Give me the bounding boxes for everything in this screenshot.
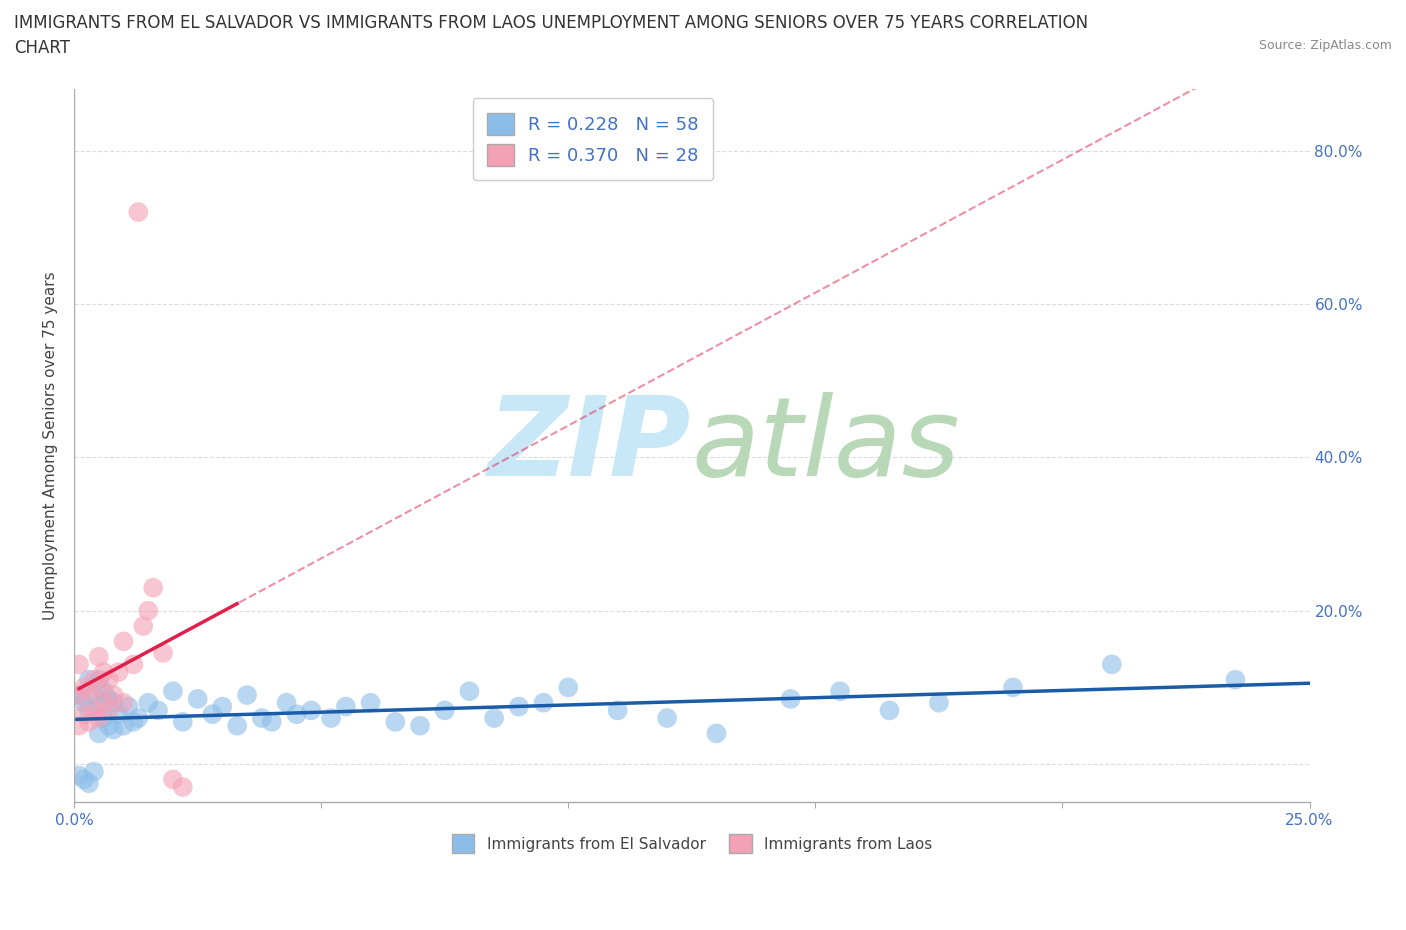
Point bbox=[409, 718, 432, 733]
Point bbox=[77, 672, 100, 687]
Point bbox=[87, 649, 110, 664]
Point bbox=[187, 691, 209, 706]
Point bbox=[87, 672, 110, 687]
Point bbox=[132, 618, 155, 633]
Point bbox=[482, 711, 505, 725]
Point bbox=[67, 687, 90, 702]
Point bbox=[127, 711, 149, 725]
Point bbox=[828, 684, 851, 698]
Point bbox=[260, 714, 283, 729]
Point bbox=[557, 680, 579, 695]
Point bbox=[172, 714, 194, 729]
Point bbox=[83, 672, 105, 687]
Point bbox=[533, 696, 555, 711]
Point bbox=[127, 205, 149, 219]
Point bbox=[152, 645, 174, 660]
Point bbox=[172, 779, 194, 794]
Point bbox=[458, 684, 481, 698]
Point bbox=[97, 672, 120, 687]
Point bbox=[77, 703, 100, 718]
Point bbox=[211, 699, 233, 714]
Point bbox=[285, 707, 308, 722]
Point bbox=[236, 687, 259, 702]
Point bbox=[335, 699, 357, 714]
Point bbox=[77, 684, 100, 698]
Point bbox=[93, 684, 115, 698]
Point bbox=[928, 696, 950, 711]
Point bbox=[706, 726, 728, 741]
Point bbox=[276, 696, 298, 711]
Point bbox=[73, 680, 96, 695]
Point bbox=[107, 707, 129, 722]
Point bbox=[112, 718, 135, 733]
Point bbox=[250, 711, 273, 725]
Point bbox=[77, 714, 100, 729]
Point bbox=[67, 718, 90, 733]
Point bbox=[433, 703, 456, 718]
Legend: Immigrants from El Salvador, Immigrants from Laos: Immigrants from El Salvador, Immigrants … bbox=[446, 828, 938, 859]
Point bbox=[83, 687, 105, 702]
Point bbox=[87, 699, 110, 714]
Point bbox=[103, 722, 125, 737]
Point bbox=[136, 604, 159, 618]
Point bbox=[146, 703, 169, 718]
Point bbox=[97, 691, 120, 706]
Point bbox=[201, 707, 224, 722]
Point bbox=[103, 696, 125, 711]
Point bbox=[1101, 657, 1123, 671]
Point bbox=[93, 665, 115, 680]
Text: Source: ZipAtlas.com: Source: ZipAtlas.com bbox=[1258, 39, 1392, 52]
Point bbox=[655, 711, 678, 725]
Point bbox=[93, 711, 115, 725]
Point bbox=[93, 696, 115, 711]
Point bbox=[73, 707, 96, 722]
Point bbox=[73, 772, 96, 787]
Point bbox=[136, 696, 159, 711]
Text: IMMIGRANTS FROM EL SALVADOR VS IMMIGRANTS FROM LAOS UNEMPLOYMENT AMONG SENIORS O: IMMIGRANTS FROM EL SALVADOR VS IMMIGRANT… bbox=[14, 14, 1088, 32]
Point bbox=[226, 718, 249, 733]
Point bbox=[122, 714, 145, 729]
Point bbox=[107, 665, 129, 680]
Point bbox=[162, 772, 184, 787]
Text: CHART: CHART bbox=[14, 39, 70, 57]
Point bbox=[67, 657, 90, 671]
Point bbox=[97, 703, 120, 718]
Point bbox=[384, 714, 406, 729]
Point bbox=[67, 768, 90, 783]
Point bbox=[83, 764, 105, 779]
Point bbox=[103, 687, 125, 702]
Point bbox=[112, 634, 135, 649]
Point bbox=[87, 711, 110, 725]
Point bbox=[73, 696, 96, 711]
Point bbox=[360, 696, 382, 711]
Point bbox=[319, 711, 342, 725]
Point bbox=[1001, 680, 1024, 695]
Point bbox=[122, 657, 145, 671]
Point bbox=[87, 726, 110, 741]
Point bbox=[87, 680, 110, 695]
Point bbox=[299, 703, 322, 718]
Point bbox=[606, 703, 628, 718]
Point bbox=[162, 684, 184, 698]
Point bbox=[779, 691, 801, 706]
Text: ZIP: ZIP bbox=[488, 392, 692, 499]
Point bbox=[117, 699, 139, 714]
Point bbox=[83, 703, 105, 718]
Point bbox=[1225, 672, 1247, 687]
Point bbox=[112, 696, 135, 711]
Point bbox=[142, 580, 165, 595]
Point bbox=[97, 718, 120, 733]
Point bbox=[67, 687, 90, 702]
Point bbox=[77, 776, 100, 790]
Text: atlas: atlas bbox=[692, 392, 960, 499]
Point bbox=[508, 699, 530, 714]
Y-axis label: Unemployment Among Seniors over 75 years: Unemployment Among Seniors over 75 years bbox=[44, 272, 58, 620]
Point bbox=[879, 703, 901, 718]
